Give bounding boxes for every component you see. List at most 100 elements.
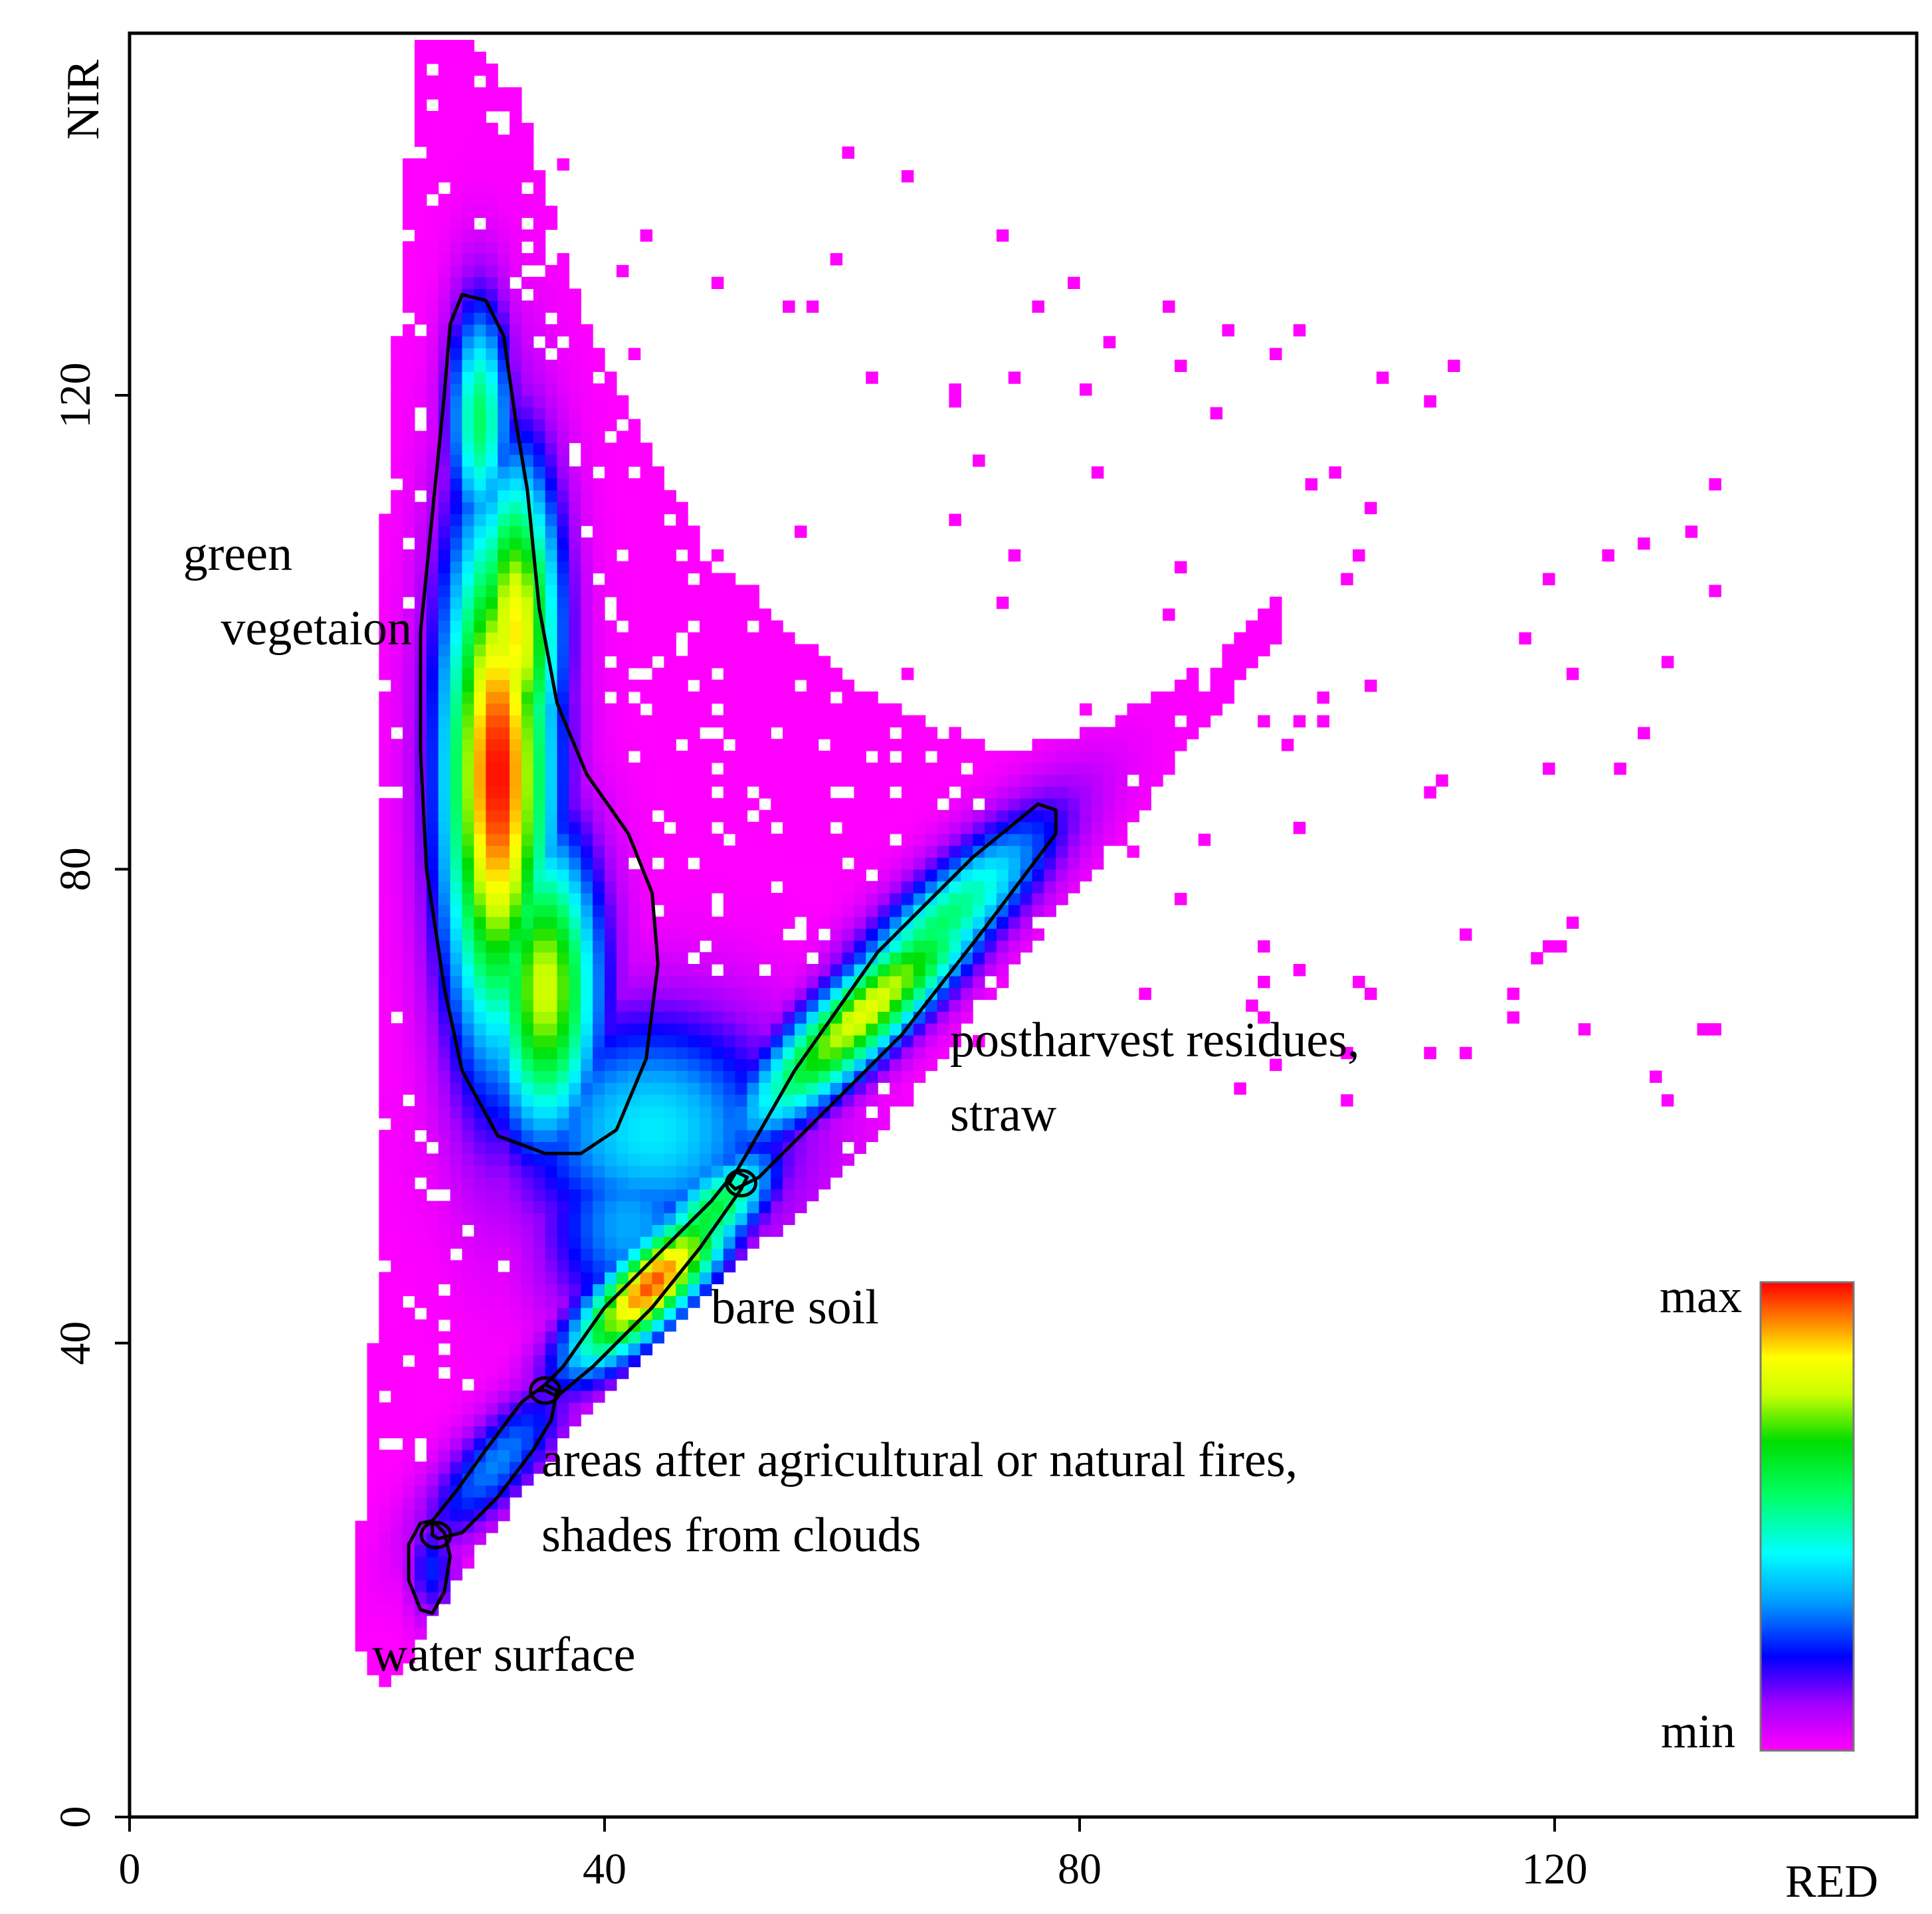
density-cell [605,869,617,882]
density-cell [711,916,724,929]
density-cell [557,1200,569,1214]
density-cell [462,1035,474,1048]
density-cell [652,1189,664,1202]
density-cell [379,1604,391,1616]
density-cell [474,928,486,941]
density-cell [486,454,498,467]
density-cell [474,1260,486,1273]
density-cell [379,1082,391,1095]
density-cell [842,916,854,929]
density-cell [664,1295,676,1308]
density-cell [379,1035,391,1048]
density-cell [628,1331,641,1344]
density-cell [783,916,795,929]
density-cell [510,111,522,124]
density-cell [403,845,415,858]
density-cell [1258,620,1270,633]
density-cell [581,1224,593,1237]
outlier-point [1709,585,1721,597]
density-cell [486,1260,498,1273]
density-cell [403,1284,415,1296]
density-cell [628,1284,641,1296]
density-cell [426,241,439,254]
density-cell [688,561,700,574]
density-cell [391,537,403,550]
density-cell [462,703,474,716]
density-cell [438,264,451,278]
density-cell [557,383,569,396]
density-cell [474,798,486,811]
density-cell [759,680,771,692]
density-cell [878,952,890,965]
density-cell [474,312,486,325]
density-cell [640,585,653,597]
density-cell [593,893,605,906]
density-cell [474,1402,486,1415]
density-cell [605,1200,617,1214]
density-cell [533,514,546,526]
density-cell [628,987,641,1001]
density-cell [379,1450,391,1462]
density-cell [664,691,676,704]
density-cell [462,1236,474,1249]
density-cell [498,383,510,396]
density-cell [450,668,463,680]
density-cell [795,964,807,977]
density-cell [616,987,629,1001]
density-cell [1127,798,1139,811]
density-cell [771,1212,783,1225]
density-cell [533,691,546,704]
density-cell [688,940,700,953]
outlier-point [557,158,569,171]
density-cell [498,419,510,432]
density-cell [403,407,415,420]
density-cell [426,762,439,775]
density-cell [818,810,831,822]
density-cell [486,1295,498,1308]
density-cell [426,1485,439,1498]
density-cell [901,1035,914,1048]
density-cell [521,893,534,906]
density-cell [557,1141,569,1154]
density-cell [605,478,617,491]
density-cell [486,1189,498,1202]
density-cell [462,668,474,680]
density-cell [1163,762,1175,775]
density-cell [640,478,653,491]
density-cell [783,668,795,680]
density-cell [818,751,831,763]
density-cell [533,1117,546,1131]
density-cell [569,561,581,574]
density-cell [771,975,783,989]
density-cell [711,1141,724,1154]
density-cell [450,1390,463,1403]
density-cell [842,1035,854,1048]
density-cell [581,727,593,739]
density-cell [533,466,546,479]
density-cell [605,537,617,550]
density-cell [415,1023,427,1036]
density-cell [438,241,451,254]
density-cell [379,1355,391,1367]
density-cell [973,857,985,870]
density-cell [818,786,831,799]
density-cell [557,1177,569,1190]
density-cell [1270,632,1282,645]
density-cell [355,1521,368,1533]
density-cell [462,1533,474,1545]
density-cell [474,691,486,704]
density-cell [676,940,688,953]
density-cell [569,1023,581,1036]
density-cell [403,454,415,467]
density-cell [961,774,973,787]
density-cell [510,1426,522,1438]
density-cell [581,359,593,372]
density-cell [403,193,415,207]
density-cell [676,952,688,965]
density-cell [628,893,641,906]
density-cell [759,952,771,965]
density-cell [379,632,391,645]
density-cell [1044,869,1056,882]
density-cell [510,1438,522,1450]
density-cell [818,774,831,787]
